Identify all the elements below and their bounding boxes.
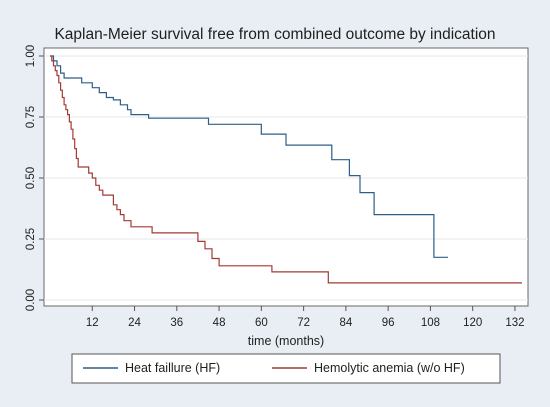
legend-label: Heat faillure (HF) — [125, 361, 220, 375]
y-tick-label: 1.00 — [25, 45, 37, 67]
chart-title: Kaplan-Meier survival free from combined… — [54, 26, 495, 43]
x-tick-label: 48 — [213, 317, 226, 329]
x-tick-label: 36 — [170, 317, 183, 329]
x-tick-label: 60 — [255, 317, 268, 329]
x-tick-label: 12 — [86, 317, 99, 329]
x-tick-label: 108 — [421, 317, 440, 329]
y-tick-label: 0.00 — [25, 289, 37, 311]
x-tick-label: 72 — [297, 317, 310, 329]
series-line-heart-failure — [50, 55, 448, 258]
series-line-hemolytic-anemia — [50, 55, 522, 284]
y-tick-label: 0.50 — [25, 167, 37, 189]
legend-label: Hemolytic anemia (w/o HF) — [314, 361, 465, 375]
x-tick-label: 96 — [382, 317, 395, 329]
y-tick-label: 0.25 — [25, 228, 37, 250]
x-tick-label: 132 — [505, 317, 524, 329]
x-axis-label: time (months) — [248, 334, 324, 348]
x-tick-label: 24 — [128, 317, 141, 329]
x-tick-label: 84 — [339, 317, 352, 329]
y-tick-label: 0.75 — [25, 106, 37, 128]
plot-area — [43, 47, 529, 307]
x-tick-label: 120 — [463, 317, 482, 329]
